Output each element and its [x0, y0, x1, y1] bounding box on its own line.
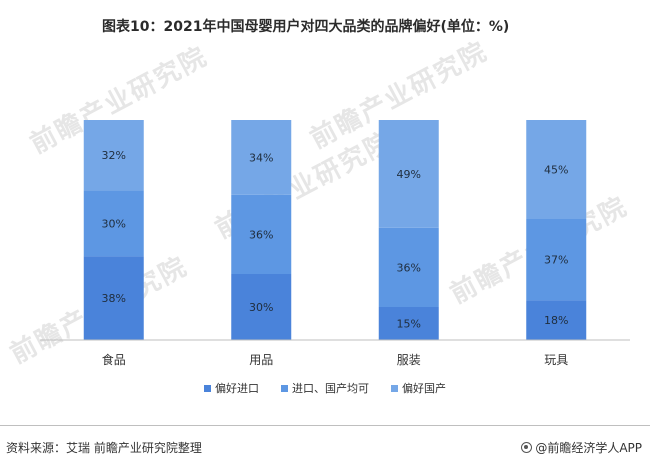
- legend-label: 偏好国产: [402, 382, 446, 395]
- data-label: 37%: [544, 254, 568, 267]
- x-tick-label: 食品: [102, 352, 126, 367]
- bar-segment: [231, 194, 292, 274]
- brand-label: @前瞻经济学人APP: [535, 441, 642, 455]
- x-tick-label: 用品: [249, 353, 273, 367]
- bar-segment: [378, 227, 439, 307]
- stacked-bar-chart: 38% 30% 32% 食品 30% 36% 34% 用品 15% 36% 49% 服装 18% 37% 4…: [40, 120, 630, 367]
- bar-segment: [83, 256, 144, 340]
- legend-label: 偏好进口: [215, 382, 259, 395]
- bar-segment: [231, 274, 292, 340]
- legend-item: 进口、国产均可: [281, 380, 369, 396]
- bar-segment: [83, 190, 144, 257]
- circle-logo-icon: [521, 442, 533, 453]
- legend-label: 进口、国产均可: [292, 382, 369, 395]
- data-label: 18%: [544, 314, 568, 327]
- data-label: 15%: [397, 318, 421, 331]
- bar-segment: [83, 120, 144, 191]
- data-label: 30%: [102, 217, 126, 230]
- x-tick-label: 玩具: [544, 353, 568, 367]
- legend-swatch: [391, 384, 398, 392]
- bar-segment: [526, 120, 587, 219]
- chart-title: 图表10：2021年中国母婴用户对四大品类的品牌偏好(单位：%): [102, 19, 510, 35]
- data-label: 38%: [102, 292, 126, 305]
- brand-credit: @前瞻经济学人APP: [521, 439, 642, 456]
- source-note: 资料来源：艾瑞 前瞻产业研究院整理: [6, 441, 202, 455]
- x-tick-label: 服装: [397, 353, 421, 367]
- legend: 偏好进口 进口、国产均可 偏好国产: [0, 380, 650, 396]
- data-label: 36%: [397, 261, 421, 274]
- footer-divider: [0, 425, 650, 426]
- data-label: 45%: [544, 164, 568, 177]
- legend-swatch: [281, 384, 288, 392]
- bar-segment: [231, 120, 292, 195]
- data-label: 34%: [249, 151, 273, 164]
- bar-segment: [526, 300, 587, 340]
- legend-item: 偏好进口: [204, 380, 259, 396]
- data-label: 32%: [102, 149, 126, 162]
- data-label: 49%: [397, 168, 421, 181]
- data-label: 30%: [249, 301, 273, 314]
- bar-segment: [526, 219, 587, 301]
- data-label: 36%: [249, 228, 273, 241]
- legend-item: 偏好国产: [391, 380, 446, 396]
- bar-segment: [378, 307, 439, 340]
- legend-swatch: [204, 384, 211, 392]
- bar-segment: [378, 120, 439, 228]
